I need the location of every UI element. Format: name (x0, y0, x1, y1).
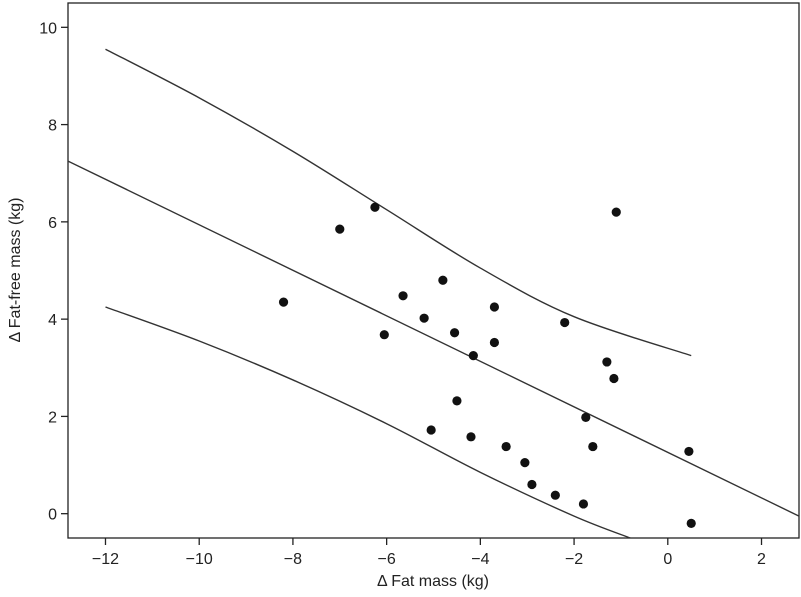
data-point (581, 412, 591, 422)
x-axis-title: Δ Fat mass (kg) (377, 573, 489, 590)
y-tick-label: 0 (48, 507, 57, 524)
data-point (452, 396, 462, 406)
data-point (438, 275, 448, 285)
data-point (684, 446, 694, 457)
data-point (398, 291, 408, 301)
data-point (609, 373, 619, 384)
data-point (370, 202, 380, 212)
x-tick-label: 0 (663, 551, 672, 568)
data-point (686, 518, 696, 529)
fit-lines (68, 48, 799, 538)
data-point (468, 351, 478, 361)
data-point (501, 441, 511, 452)
data-point (489, 302, 500, 312)
x-tick-label: −6 (378, 551, 396, 568)
x-axis-ticks: −12 −10 −8 −6 −4 −2 0 2 (92, 538, 766, 568)
data-point (426, 425, 436, 435)
data-point (527, 479, 537, 490)
data-point (489, 337, 500, 348)
data-point (611, 207, 621, 217)
data-point (550, 490, 560, 500)
x-tick-label: −10 (186, 551, 213, 568)
y-axis-ticks: 0 2 4 6 8 10 (39, 20, 68, 524)
data-point (379, 330, 389, 340)
data-point (602, 357, 612, 367)
data-point (278, 297, 289, 307)
x-tick-label: −2 (565, 551, 583, 568)
data-points (278, 202, 696, 529)
data-point (335, 224, 345, 234)
line-regression (68, 160, 799, 517)
x-tick-label: −4 (471, 551, 489, 568)
y-tick-label: 8 (48, 118, 57, 135)
data-point (466, 432, 476, 442)
line-lower (105, 306, 631, 538)
y-axis-title: Δ Fat-free mass (kg) (7, 198, 24, 343)
data-point (588, 441, 598, 452)
data-point (560, 317, 570, 328)
data-point (419, 313, 429, 323)
x-tick-label: −8 (284, 551, 302, 568)
y-tick-label: 6 (48, 215, 57, 232)
y-tick-label: 4 (48, 312, 57, 329)
x-tick-label: 2 (757, 551, 766, 568)
x-tick-label: −12 (92, 551, 119, 568)
data-point (520, 458, 530, 468)
data-point (449, 328, 460, 338)
line-upper (105, 48, 692, 357)
plot-frame (67, 2, 800, 539)
data-point (578, 499, 589, 509)
y-tick-label: 10 (39, 20, 57, 37)
y-tick-label: 2 (48, 409, 57, 426)
